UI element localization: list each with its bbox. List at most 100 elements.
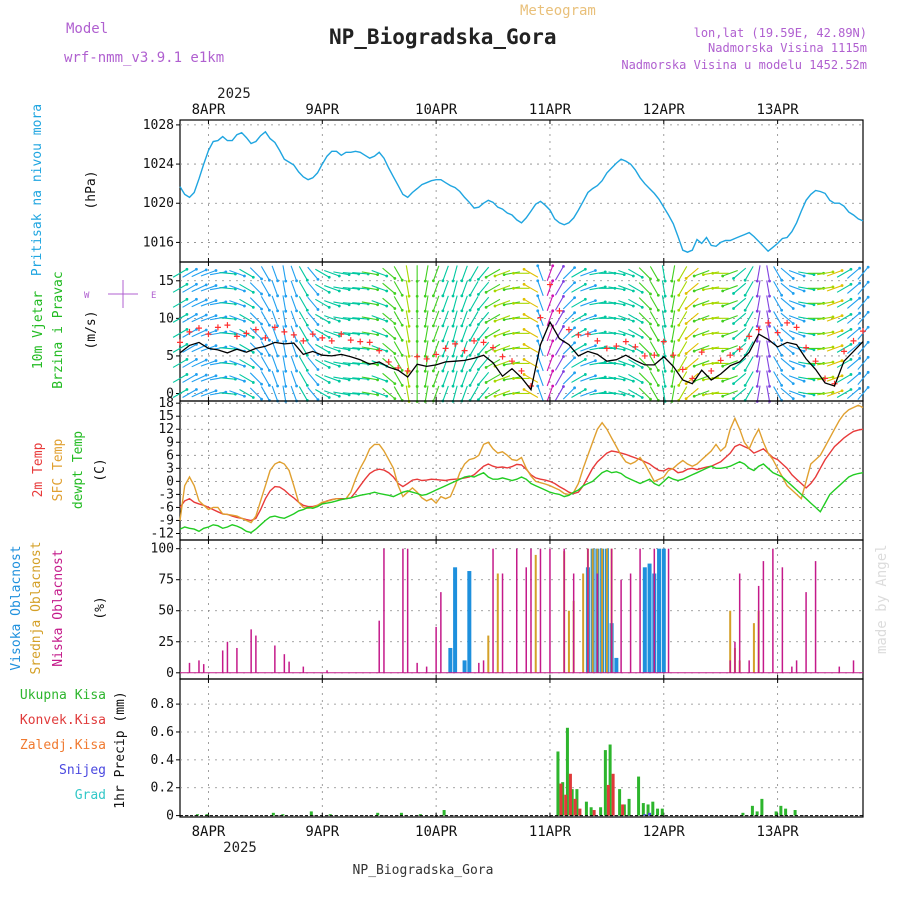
wind-gust-point bbox=[177, 339, 183, 346]
wind-arrow-head bbox=[460, 339, 464, 343]
wind-arrow bbox=[182, 283, 197, 293]
wind-arrow-head bbox=[267, 353, 271, 357]
cloud-bar bbox=[478, 662, 480, 673]
cloud-ytick-label: 25 bbox=[158, 635, 174, 650]
wind-arrow-head bbox=[493, 379, 497, 383]
wind-arrow bbox=[352, 347, 369, 350]
wind-arrow bbox=[766, 385, 771, 402]
precip-bar bbox=[660, 808, 664, 816]
wind-arrow bbox=[371, 330, 387, 337]
wind-arrow-head bbox=[185, 343, 189, 346]
wind-arrow-head bbox=[385, 349, 389, 353]
wind-arrow bbox=[424, 355, 429, 372]
wind-arrow bbox=[182, 389, 197, 398]
wind-arrow bbox=[678, 371, 688, 386]
wind-arrow bbox=[333, 376, 350, 381]
wind-arrow-head bbox=[721, 379, 725, 383]
wind-arrow bbox=[469, 311, 479, 326]
wind-arrow bbox=[546, 265, 554, 281]
wind-arrow-head bbox=[812, 318, 816, 322]
wind-arrow bbox=[546, 370, 554, 387]
wind-arrow-head bbox=[670, 279, 674, 283]
wind-arrow-head bbox=[295, 324, 298, 328]
wind-arrow bbox=[361, 331, 378, 336]
wind-arrow bbox=[239, 268, 254, 278]
wind-arrow-head bbox=[407, 324, 411, 328]
wind-arrow bbox=[452, 280, 458, 297]
wind-arrow bbox=[382, 267, 396, 279]
precip-bar bbox=[556, 751, 560, 816]
wind-arrow-head bbox=[831, 390, 835, 394]
wind-arrow bbox=[200, 270, 217, 277]
wind-arrow bbox=[618, 390, 634, 397]
wind-arrow bbox=[352, 392, 369, 395]
cloud-bar bbox=[406, 548, 409, 673]
wind-gust-point bbox=[442, 345, 449, 352]
wind-arrow-head bbox=[551, 309, 555, 313]
wind-arrow-head bbox=[451, 294, 455, 298]
wind-arrow bbox=[424, 340, 429, 357]
cloud-bar bbox=[587, 548, 589, 673]
wind-arrow bbox=[554, 266, 564, 281]
day-label-top: 12APR bbox=[643, 102, 686, 118]
wind-arrow bbox=[722, 345, 738, 352]
wind-arrow bbox=[562, 387, 575, 400]
wind-arrow-head bbox=[441, 279, 445, 283]
pressure-ytick-label: 1020 bbox=[143, 196, 174, 211]
cloud-bar bbox=[614, 657, 619, 673]
wind-arrow bbox=[685, 312, 699, 324]
wind-arrow-head bbox=[656, 308, 660, 312]
wind-gust-point bbox=[338, 331, 345, 338]
precip-bar bbox=[328, 814, 332, 816]
wind-arrow bbox=[649, 386, 659, 401]
wind-arrow-head bbox=[251, 351, 255, 354]
wind-arrow bbox=[608, 271, 625, 276]
cloud-bar bbox=[255, 635, 257, 673]
wind-arrow-head bbox=[622, 378, 626, 382]
wind-arrow bbox=[694, 285, 710, 292]
wind-arrow bbox=[685, 357, 699, 369]
wind-arrow-head bbox=[415, 309, 419, 313]
wind-arrow-head bbox=[284, 294, 288, 298]
wind-arrow bbox=[461, 355, 468, 372]
precip-bar bbox=[621, 804, 625, 816]
wind-arrow bbox=[523, 343, 539, 353]
wind-arrow bbox=[817, 391, 834, 396]
wind-gust-point bbox=[708, 367, 715, 374]
wind-arrow-head bbox=[603, 270, 607, 274]
wind-arrow-head bbox=[701, 303, 705, 307]
wind-arrow bbox=[333, 316, 350, 321]
wind-gust-point bbox=[537, 314, 544, 321]
wind-arrow bbox=[452, 355, 458, 372]
wind-arrow bbox=[649, 266, 659, 281]
wind-arrow-head bbox=[840, 329, 844, 333]
wind-arrow bbox=[182, 313, 197, 323]
wind-arrow-head bbox=[195, 358, 198, 361]
pressure-frame bbox=[179, 119, 864, 263]
wind-gust-point bbox=[433, 351, 440, 358]
wind-arrow bbox=[182, 373, 197, 383]
wind-arrow bbox=[282, 385, 287, 402]
wind-arrow-head bbox=[732, 382, 735, 386]
wind-arrow bbox=[836, 268, 852, 278]
wind-gust-point bbox=[641, 352, 648, 359]
wind-arrow-head bbox=[701, 363, 705, 367]
wind-arrow-head bbox=[802, 334, 806, 338]
day-label-top: 13APR bbox=[757, 102, 800, 118]
wind-arrow bbox=[773, 266, 783, 281]
wind-arrow-head bbox=[327, 335, 331, 339]
wind-arrow-head bbox=[376, 363, 380, 367]
wind-gust-point bbox=[290, 331, 297, 338]
cloud-bar bbox=[501, 573, 504, 673]
wind-arrow bbox=[393, 311, 403, 326]
wind-arrow-head bbox=[407, 309, 411, 313]
wind-arrow-head bbox=[755, 369, 759, 373]
wind-arrow-head bbox=[721, 304, 725, 308]
wind-arrow bbox=[546, 340, 554, 357]
wind-arrow bbox=[836, 389, 852, 398]
wind-arrow bbox=[722, 315, 738, 322]
wind-arrow bbox=[773, 356, 783, 371]
wind-arrow-head bbox=[849, 267, 853, 271]
wind-arrow-head bbox=[400, 338, 404, 342]
wind-arrow-head bbox=[502, 363, 506, 367]
